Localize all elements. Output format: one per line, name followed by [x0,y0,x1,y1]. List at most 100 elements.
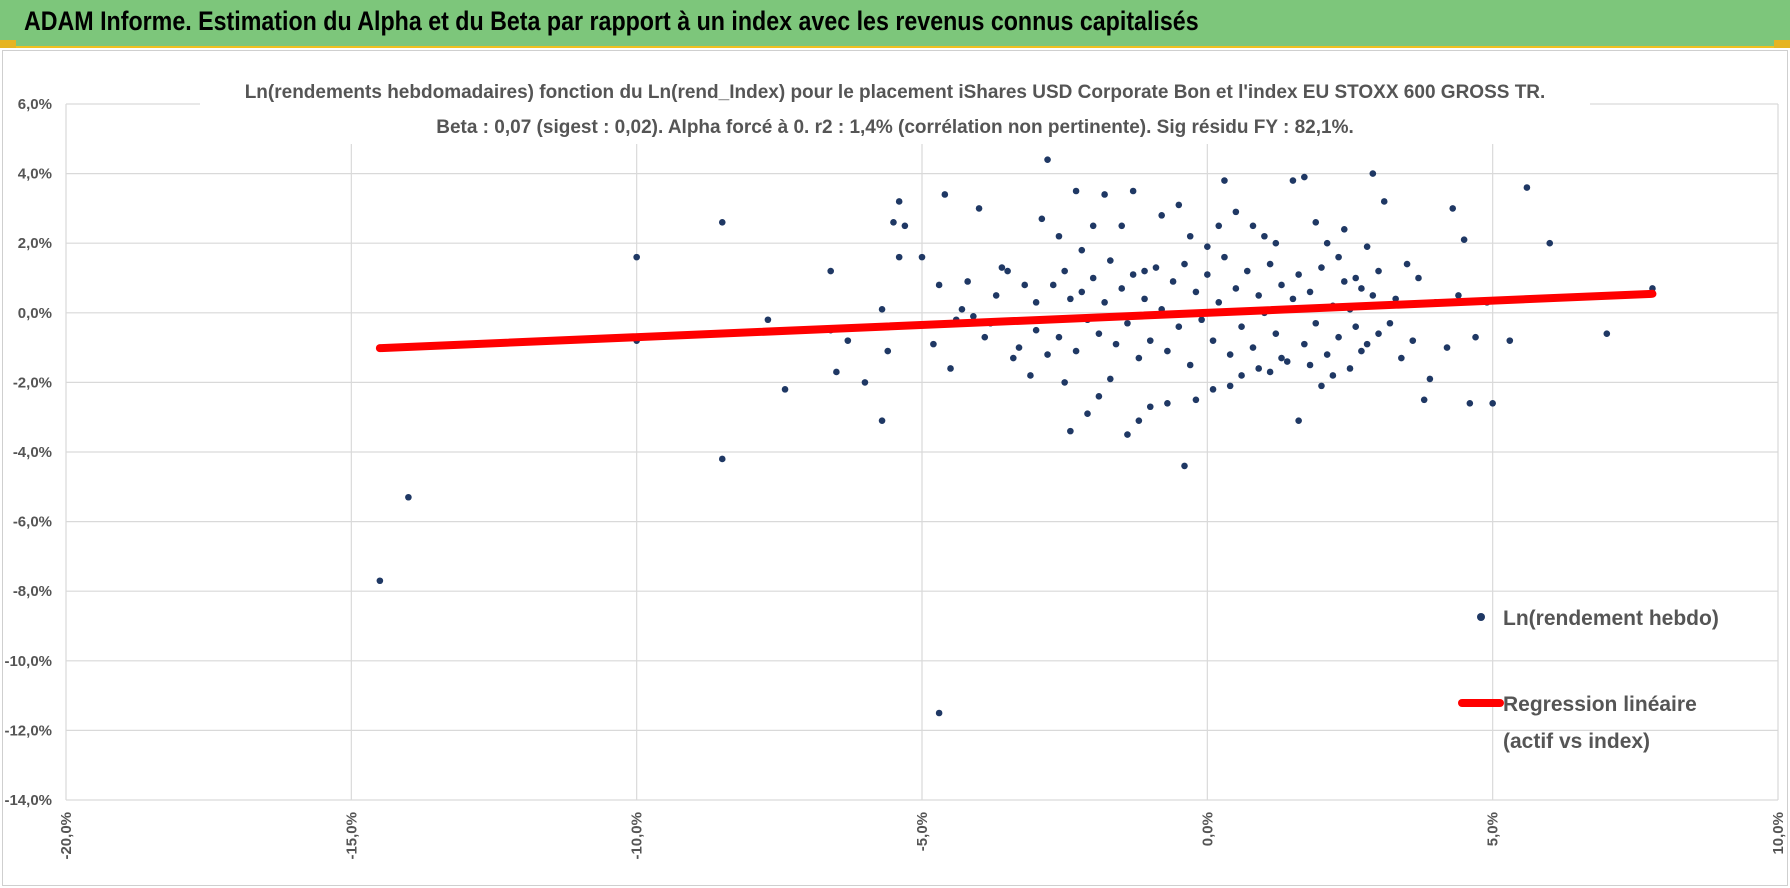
data-point [981,333,989,341]
data-point [1215,222,1223,230]
data-point [1198,316,1205,324]
data-point [1415,274,1422,282]
data-point [1375,330,1382,337]
x-tick-label: -20,0% [58,812,75,860]
data-point [1107,375,1114,383]
data-point [884,347,892,355]
y-tick-label: 0,0% [18,305,52,322]
legend-points-label: Ln(rendement hebdo) [1503,607,1719,630]
data-point [1369,170,1377,177]
data-point [1067,427,1074,435]
data-point [1089,222,1097,230]
data-point [1340,278,1348,285]
data-point [1261,232,1268,240]
data-point [1546,239,1554,247]
data-point [1369,292,1377,299]
data-point [878,417,886,424]
y-tick-label: -10,0% [4,653,52,670]
data-point [1055,333,1063,341]
data-point [895,253,903,261]
x-tick-label: 0,0% [1199,812,1216,846]
data-point [1255,292,1262,299]
data-point [1067,295,1074,303]
data-point [1295,271,1302,278]
data-point [935,709,943,717]
data-point [1455,292,1462,299]
data-point [890,219,897,226]
data-point [1095,393,1103,400]
data-point [1472,333,1479,341]
regression-line-layer [375,289,1657,353]
data-point [1021,281,1029,289]
data-point [1204,243,1211,250]
data-point [1061,379,1068,386]
data-point [1186,232,1194,240]
data-point [1443,344,1451,351]
data-point [1266,260,1274,268]
data-point [1420,396,1428,404]
data-point [947,365,954,372]
data-point [1175,323,1183,331]
data-point [970,312,977,320]
data-point [1015,344,1023,351]
x-axis-ticks: -20,0% -15,0% -10,0% -5,0% 0,0% 5,0% 10,0% [58,812,1787,860]
data-point [718,455,726,463]
data-point [1323,239,1331,247]
y-tick-label: 2,0% [18,235,52,252]
data-point [1072,347,1080,355]
data-point [1306,361,1314,369]
data-point [861,379,869,386]
data-point [833,368,840,376]
data-point [405,493,412,501]
data-point [1135,417,1143,424]
data-point [1158,212,1165,219]
data-point [1449,205,1457,212]
data-point [1061,267,1068,275]
regression-line [375,289,1657,353]
y-tick-label: 6,0% [18,96,52,113]
data-point [1238,372,1245,379]
data-point [1232,285,1240,292]
data-point [998,264,1006,271]
data-point [941,191,949,198]
data-point [975,205,983,212]
data-point [901,222,909,230]
data-point [1352,323,1360,331]
data-point [1038,215,1046,223]
data-point [1175,201,1183,209]
data-point [764,316,772,324]
data-point [1181,260,1188,268]
data-point [1312,319,1320,327]
data-point [1460,236,1468,244]
y-axis-ticks: 6,0% 4,0% 2,0% 0,0% -2,0% -4,0% -6,0% -8,0% -10,… [4,96,52,809]
x-tick-label: 5,0% [1485,812,1502,846]
data-point [1107,257,1114,264]
data-point [1340,225,1348,233]
data-point [1135,354,1143,362]
data-point [1283,358,1291,365]
data-point [1301,340,1308,348]
data-point [1386,319,1394,327]
header-bar: ADAM Informe. Estimation du Alpha et du … [0,0,1790,48]
data-point [1403,260,1411,268]
data-point [1363,243,1371,250]
data-point [1004,267,1011,275]
y-tick-label: 4,0% [18,166,52,183]
data-point [1027,372,1034,379]
data-point [1146,337,1154,344]
data-point [1506,337,1514,344]
data-point [1375,267,1382,275]
data-point [1335,333,1342,341]
data-point [1232,208,1240,216]
data-point [1312,219,1320,226]
data-point [1289,295,1297,303]
data-point [1278,354,1285,362]
data-point [1358,347,1365,355]
data-point [1392,295,1399,303]
corner-mark-top-left [0,40,16,48]
data-point [1301,173,1308,181]
data-point [1129,187,1137,195]
y-tick-label: -4,0% [13,444,52,461]
y-tick-label: -2,0% [13,374,52,391]
